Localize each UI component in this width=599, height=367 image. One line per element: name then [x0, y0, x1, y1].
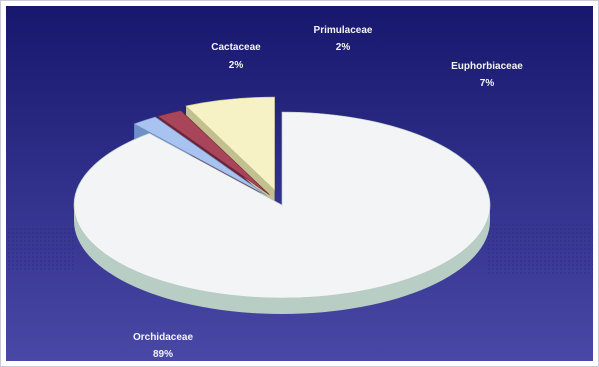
label-euphorbiaceae-name: Euphorbiaceae: [451, 61, 523, 72]
pie-slices: [73, 96, 491, 314]
slice-orchidaceae: [73, 111, 491, 299]
label-cactaceae-value: 2%: [229, 60, 244, 71]
label-euphorbiaceae: Euphorbiaceae 7%: [451, 61, 523, 89]
label-euphorbiaceae-value: 7%: [480, 78, 495, 89]
dotted-band-right: [488, 222, 593, 276]
label-orchidaceae-value: 89%: [153, 349, 173, 360]
label-primulaceae-value: 2%: [336, 42, 351, 53]
label-primulaceae: Primulaceae 2%: [314, 25, 373, 53]
dotted-band-left: [6, 226, 76, 272]
label-orchidaceae-name: Orchidaceae: [133, 332, 193, 343]
slice-side-orchidaceae: [74, 205, 490, 314]
label-orchidaceae: Orchidaceae 89%: [133, 332, 193, 360]
label-cactaceae-name: Cactaceae: [211, 42, 261, 53]
slice-euphorbiaceae: [185, 96, 275, 191]
slice-cactaceae: [133, 116, 267, 196]
label-primulaceae-name: Primulaceae: [314, 25, 373, 36]
label-cactaceae: Cactaceae 2%: [211, 42, 261, 71]
slice-labels: Cactaceae 2% Primulaceae 2% Euphorbiacea…: [133, 25, 523, 360]
slice-primulaceae: [157, 110, 270, 195]
